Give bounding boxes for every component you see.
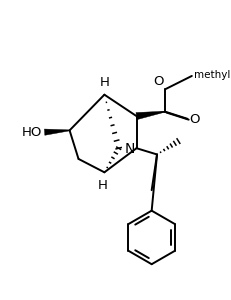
Text: O: O bbox=[188, 113, 199, 126]
Text: HO: HO bbox=[21, 126, 42, 139]
Text: N: N bbox=[124, 142, 134, 156]
Text: methyl: methyl bbox=[194, 70, 230, 80]
Polygon shape bbox=[135, 111, 164, 120]
Polygon shape bbox=[44, 129, 69, 135]
Text: O: O bbox=[153, 74, 164, 88]
Text: H: H bbox=[97, 178, 107, 191]
Polygon shape bbox=[136, 111, 164, 116]
Text: H: H bbox=[99, 76, 109, 89]
